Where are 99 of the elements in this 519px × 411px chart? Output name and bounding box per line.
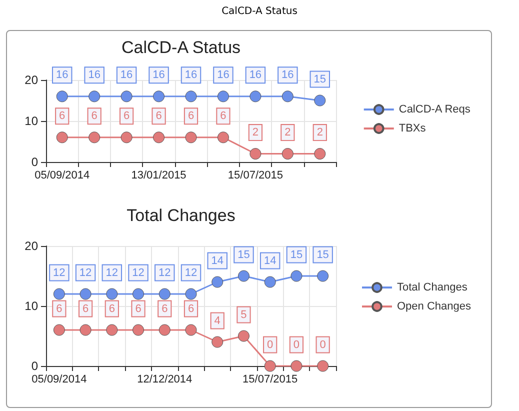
data-label: 0: [320, 338, 326, 351]
x-tick-label: 12/12/2014: [137, 374, 192, 386]
legend-label: CalCD-A Reqs: [398, 104, 471, 116]
point: [290, 270, 302, 282]
y-tick-label: 20: [24, 239, 38, 253]
data-label: 6: [123, 110, 130, 122]
data-label: 5: [240, 308, 247, 321]
point: [53, 288, 65, 300]
legend-label: Open Changes: [397, 300, 472, 312]
x-tick-label: 15/07/2015: [242, 374, 298, 386]
point: [153, 132, 165, 144]
point: [185, 132, 197, 144]
point: [317, 360, 329, 372]
data-label: 6: [156, 110, 162, 122]
point: [212, 276, 224, 288]
data-label: 12: [79, 266, 92, 279]
point: [56, 132, 68, 144]
point: [88, 90, 100, 102]
data-label: 12: [158, 266, 171, 279]
data-label: 16: [56, 69, 68, 82]
data-label: 14: [211, 254, 224, 267]
data-label: 15: [314, 73, 326, 86]
data-label: 16: [249, 69, 262, 82]
point: [153, 90, 165, 102]
point: [217, 132, 229, 144]
data-label: 2: [252, 126, 259, 139]
point: [106, 288, 118, 300]
data-label: 16: [184, 69, 198, 82]
data-label: 6: [220, 110, 226, 122]
data-label: 16: [152, 69, 165, 82]
point: [132, 324, 144, 336]
point: [106, 324, 118, 336]
y-tick-label: 0: [31, 155, 38, 169]
data-label: 6: [108, 302, 115, 315]
data-label: 6: [59, 110, 66, 122]
data-label: 12: [106, 266, 118, 279]
data-label: 2: [284, 126, 291, 139]
point: [212, 336, 224, 348]
point: [120, 90, 132, 102]
data-label: 0: [267, 338, 274, 351]
point: [217, 90, 229, 102]
y-tick-label: 0: [31, 359, 38, 373]
data-label: 4: [214, 314, 220, 327]
data-label: 16: [217, 69, 230, 82]
data-label: 16: [282, 69, 294, 82]
chart-title: CalCD-A Status: [121, 38, 241, 57]
point: [132, 288, 144, 300]
point: [185, 324, 197, 336]
x-tick-label: 05/09/2014: [32, 374, 87, 386]
data-label: 6: [188, 110, 194, 122]
point: [53, 324, 65, 336]
data-label: 16: [88, 69, 100, 82]
data-label: 6: [162, 302, 168, 315]
legend-label: Total Changes: [397, 282, 468, 294]
data-label: 12: [184, 266, 198, 279]
data-label: 0: [293, 338, 300, 351]
x-tick-label: 15/07/2015: [228, 170, 283, 182]
data-label: 15: [290, 248, 303, 261]
data-label: 2: [316, 126, 323, 139]
y-tick-label: 10: [24, 299, 38, 313]
point: [238, 270, 250, 282]
point: [264, 276, 276, 288]
point: [80, 324, 92, 336]
point: [158, 288, 170, 300]
point: [314, 148, 326, 160]
point: [314, 94, 326, 106]
point: [56, 90, 68, 102]
data-label: 12: [53, 266, 66, 279]
point: [282, 90, 294, 102]
data-label: 15: [316, 248, 329, 261]
data-label: 12: [132, 266, 144, 279]
point: [185, 288, 197, 300]
point: [88, 132, 100, 144]
point: [317, 270, 329, 282]
point: [250, 90, 262, 102]
data-label: 6: [91, 110, 98, 122]
point: [158, 324, 170, 336]
data-label: 6: [188, 302, 194, 315]
text: CalCD-A Status: [220, 6, 298, 17]
data-label: 6: [82, 302, 89, 315]
point: [290, 360, 302, 372]
point: [264, 360, 276, 372]
data-label: 6: [135, 302, 142, 315]
data-label: 6: [56, 302, 62, 315]
data-label: 15: [238, 248, 250, 261]
data-label: 16: [120, 69, 133, 82]
chart-title: Total Changes: [126, 206, 236, 225]
point: [80, 288, 92, 300]
x-tick-label: 13/01/2015: [131, 170, 186, 182]
point: [120, 132, 132, 144]
x-tick-label: 05/09/2014: [34, 170, 90, 182]
point: [238, 330, 250, 342]
y-tick-label: 10: [24, 114, 38, 128]
legend-label: TBXs: [398, 122, 426, 134]
point: [250, 148, 262, 160]
point: [185, 90, 197, 102]
y-tick-label: 20: [24, 73, 38, 87]
point: [282, 148, 294, 160]
data-label: 14: [264, 254, 276, 267]
